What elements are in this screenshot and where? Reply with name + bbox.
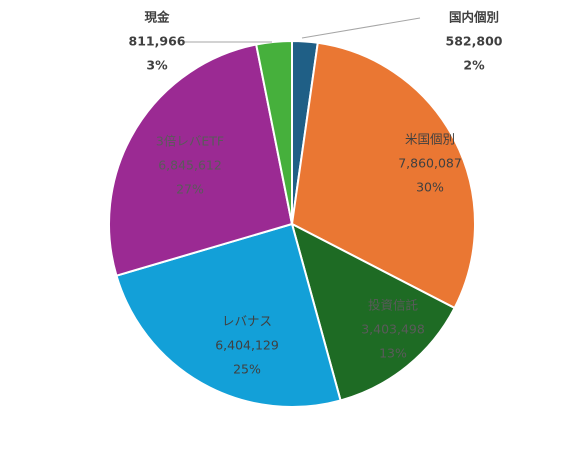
label-percent-cash: 3%: [146, 58, 168, 73]
label-name-triple-lev-etf: 3倍レバETF: [156, 134, 224, 149]
data-label-mutual-funds: 投資信託 3,403,498 13%: [361, 298, 425, 361]
data-label-triple-lev-etf: 3倍レバETF 6,845,612 27%: [156, 134, 224, 197]
label-name-us-stocks: 米国個別: [405, 132, 455, 147]
label-percent-levnas: 25%: [233, 362, 261, 377]
leader-line-domestic-stocks: [301, 17, 421, 39]
pie-slice-mutual-funds: [290, 222, 456, 402]
label-percent-triple-lev-etf: 27%: [176, 182, 204, 197]
data-label-us-stocks: 米国個別 7,860,087 30%: [398, 132, 462, 195]
label-value-domestic-stocks: 582,800: [446, 34, 503, 49]
label-value-triple-lev-etf: 6,845,612: [158, 158, 222, 173]
label-percent-mutual-funds: 13%: [379, 346, 407, 361]
data-label-domestic-stocks: 国内個別 582,800 2%: [446, 10, 503, 73]
label-percent-us-stocks: 30%: [416, 180, 444, 195]
data-label-levnas: レバナス 6,404,129 25%: [215, 314, 279, 377]
pie-slice-triple-lev-etf: [108, 43, 294, 277]
pie-slice-cash: [255, 39, 293, 225]
label-value-cash: 811,966: [129, 34, 186, 49]
label-name-mutual-funds: 投資信託: [368, 298, 419, 313]
label-name-cash: 現金: [144, 10, 170, 25]
label-name-domestic-stocks: 国内個別: [449, 10, 499, 25]
pie-slice-us-stocks: [290, 41, 476, 310]
data-label-cash: 現金 811,966 3%: [129, 10, 186, 73]
label-value-mutual-funds: 3,403,498: [361, 322, 425, 337]
label-value-levnas: 6,404,129: [215, 338, 279, 353]
label-name-levnas: レバナス: [222, 314, 272, 329]
pie-slice-levnas: [115, 222, 342, 408]
label-percent-domestic-stocks: 2%: [463, 58, 485, 73]
label-value-us-stocks: 7,860,087: [398, 156, 462, 171]
